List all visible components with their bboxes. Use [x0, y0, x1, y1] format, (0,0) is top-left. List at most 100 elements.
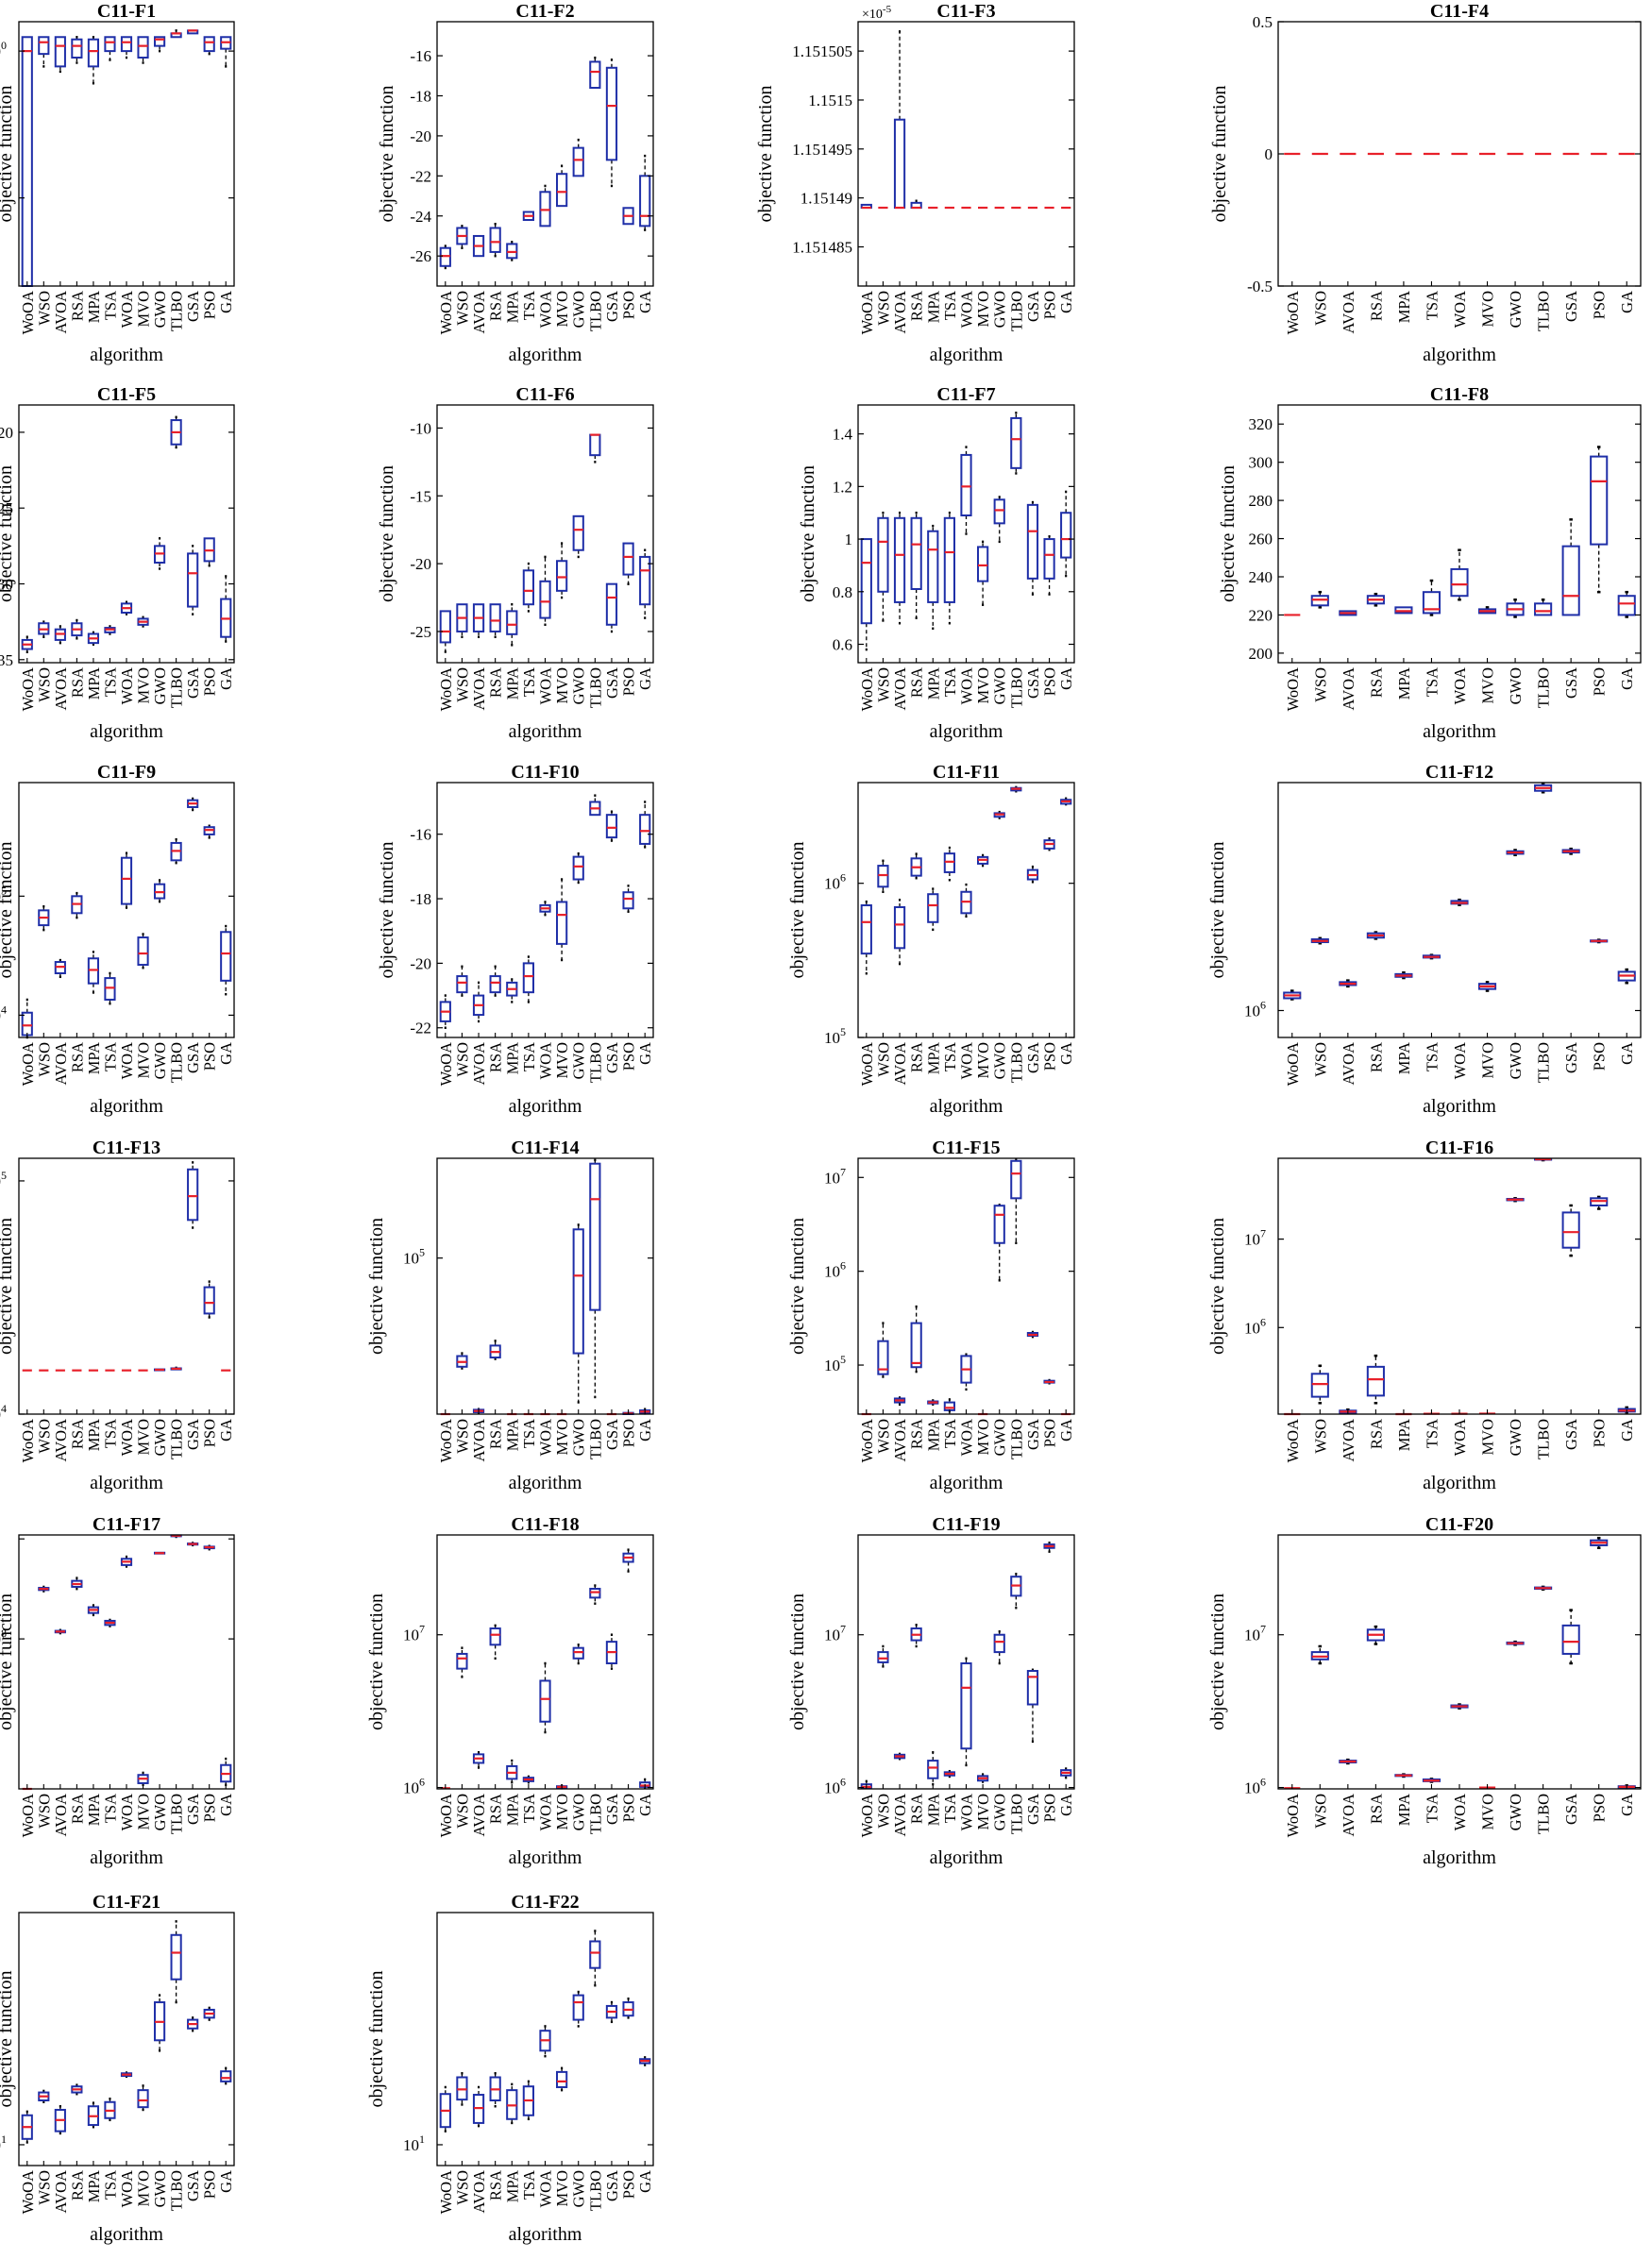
x-tick-label: TSA	[101, 1419, 119, 1448]
x-tick-label: WOA	[537, 667, 555, 704]
x-tick-label: TSA	[1423, 667, 1441, 697]
x-tick-label: WoOA	[858, 667, 876, 711]
x-tick-label: TSA	[520, 667, 538, 697]
x-tick-label: AVOA	[1340, 667, 1357, 711]
x-tick-label: GWO	[570, 1042, 588, 1079]
box-iqr	[993, 1205, 1005, 1244]
x-tick-label: WSO	[453, 667, 471, 702]
x-tick-label: GWO	[1507, 291, 1525, 328]
box-avoa	[1339, 610, 1357, 616]
x-axis-label: algorithm	[509, 721, 582, 742]
x-tick-label: WOA	[958, 291, 976, 328]
x-tick-label: WoOA	[437, 1042, 455, 1086]
y-tick-label: -20	[410, 555, 431, 573]
panel-title: C11-F14	[511, 1138, 579, 1158]
box-wso	[877, 859, 889, 893]
x-tick-label: GWO	[991, 1419, 1009, 1456]
y-tick-label: 106	[824, 1259, 846, 1281]
panel-c11-f2: C11-F2 -16 -18 -20 -22 -24 -26 WoOAWSOAVOARSAMP…	[377, 1, 654, 365]
x-tick-label: TLBO	[586, 667, 604, 708]
x-tick-label: GWO	[570, 1419, 588, 1456]
panel-title: C11-F4	[1430, 1, 1489, 22]
x-tick-label: MVO	[135, 291, 153, 328]
y-tick-label: -20	[0, 424, 13, 442]
x-tick-label: WoOA	[437, 1419, 455, 1462]
box-tsa	[522, 2080, 534, 2121]
y-tick-label: -35	[0, 651, 13, 669]
box-woa	[539, 184, 551, 228]
y-axis-label: objective function	[1218, 465, 1239, 602]
x-tick-label: RSA	[68, 667, 86, 698]
x-tick-label: TSA	[520, 291, 538, 320]
x-tick-label: AVOA	[52, 1042, 70, 1086]
x-tick-label: GA	[217, 667, 235, 690]
box-iqr	[893, 905, 906, 950]
x-tick-label: WOA	[958, 1794, 976, 1830]
y-tick-label: 107	[824, 1165, 846, 1187]
box-iqr	[893, 516, 906, 603]
box-ga	[220, 575, 232, 643]
x-tick-label: PSO	[1041, 1042, 1059, 1070]
x-tick-label: GWO	[151, 1042, 169, 1079]
box-avoa	[54, 1628, 66, 1635]
y-axis-label: objective function	[1209, 86, 1230, 223]
panel-c11-f11: C11-F11106105WoOAWSOAVOARSAMPATSAWOAMVOG…	[787, 762, 1075, 1117]
y-tick-label: 320	[1249, 415, 1273, 433]
x-tick-label: TSA	[520, 1794, 538, 1823]
x-tick-label: AVOA	[52, 291, 70, 334]
box-wso	[1310, 936, 1329, 945]
x-tick-label: TSA	[941, 1042, 959, 1071]
box-gwo	[572, 1644, 584, 1665]
box-iqr	[120, 856, 133, 905]
box-mvo	[137, 36, 149, 64]
y-tick-label: -25	[0, 499, 13, 517]
box-pso	[1590, 938, 1609, 944]
box-iqr	[21, 36, 33, 288]
box-iqr	[927, 1760, 939, 1779]
box-rsa	[71, 36, 83, 64]
x-tick-label: PSO	[620, 667, 638, 696]
x-tick-label: MVO	[135, 667, 153, 704]
x-tick-label: WoOA	[19, 1419, 37, 1462]
x-tick-label: MPA	[1395, 667, 1413, 700]
x-tick-label: GSA	[1024, 291, 1042, 322]
y-axis-label: objective function	[366, 1971, 387, 2108]
x-tick-label: RSA	[908, 1419, 926, 1449]
box-wso	[456, 2072, 468, 2106]
panel-c11-f8: C11-F8 200 220 240 260 280 300 320 WoOA WSO AVOA RS…	[1218, 384, 1642, 742]
box-rsa	[910, 199, 922, 210]
box-iqr	[1026, 1670, 1039, 1706]
x-tick-label: MVO	[1479, 1042, 1497, 1079]
x-tick-label: AVOA	[470, 1794, 488, 1837]
x-tick-label: PSO	[1591, 1794, 1609, 1822]
box-iqr	[1534, 602, 1553, 616]
x-tick-label: RSA	[68, 1419, 86, 1449]
y-tick-label: 1.151485	[792, 239, 852, 257]
x-tick-label: WSO	[874, 1042, 892, 1077]
box-iqr	[877, 1651, 889, 1663]
box-avoa	[472, 1751, 485, 1769]
x-tick-label: TSA	[1423, 1794, 1441, 1823]
panel-c11-f15: C11-F15 107 106 105 WoOAWSOAVOARSAMPATSAWOAM…	[787, 1138, 1075, 1493]
box-wooa	[439, 244, 451, 270]
x-tick-label: RSA	[68, 1042, 86, 1072]
box-woa	[539, 1661, 551, 1734]
x-tick-label: TSA	[101, 667, 119, 697]
x-tick-label: GA	[1618, 291, 1636, 313]
box-gsa	[605, 59, 618, 188]
y-tick-label: 107	[1244, 1623, 1266, 1644]
box-iqr	[87, 38, 100, 68]
y-axis-label: objective function	[787, 1593, 808, 1730]
box-gsa	[1561, 518, 1580, 616]
panel-c11-f21: C11-F21 101 WoOAWSOAVOARSAMPATSAWOAMVOGWOT…	[0, 1892, 235, 2245]
box-gwo	[1506, 598, 1525, 618]
box-mpa	[927, 524, 939, 631]
box-iqr	[1422, 591, 1441, 615]
axes-frame	[436, 1534, 654, 1790]
x-tick-label: GWO	[1507, 667, 1525, 704]
box-avoa	[1339, 1758, 1357, 1765]
axes-frame	[857, 782, 1075, 1038]
x-tick-label: PSO	[201, 291, 219, 319]
box-iqr	[943, 516, 955, 603]
box-tlbo	[170, 29, 182, 39]
